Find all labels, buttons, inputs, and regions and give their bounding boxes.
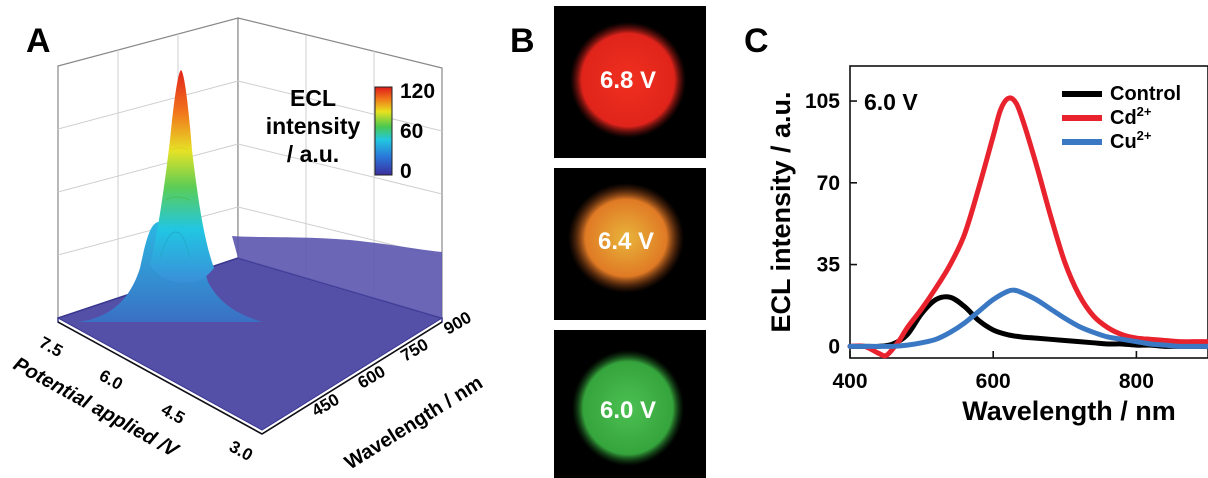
panel-a: A ECL int: [10, 17, 487, 474]
y-tick-label: 105: [805, 90, 840, 113]
x-tick-label: 400: [832, 370, 867, 393]
emission-peak: [78, 70, 262, 322]
svg-text:intensity: intensity: [266, 113, 361, 139]
x-tick-label: 600: [976, 370, 1011, 393]
y-tick-label: 35: [817, 254, 841, 277]
panel-c-letter: C: [744, 22, 769, 60]
y-axis-label: ECL intensity / a.u.: [766, 91, 796, 332]
colorbar: ECL intensity / a.u. 120 60 0: [266, 80, 435, 183]
legend-label: Control: [1110, 83, 1181, 105]
colorbar-tick: 0: [400, 160, 412, 183]
ecl-image-label: 6.0 V: [600, 397, 656, 424]
colorbar-tick: 60: [400, 120, 423, 143]
axis-ticks: 400 600 800 0 35 70 105 Wavelength / nm ECL inte…: [766, 90, 1176, 426]
y-tick-label: 0: [828, 335, 840, 358]
plot-annotation: 6.0 V: [864, 89, 918, 115]
legend-label: Cu2+: [1110, 128, 1152, 153]
x-tick: 6.0: [96, 366, 126, 394]
x-tick-label: 800: [1119, 370, 1154, 393]
noise-ridge: [232, 236, 442, 318]
ecl-image-2: 6.4 V: [554, 168, 706, 320]
colorbar-scale: [374, 86, 393, 176]
series-line-1: [847, 95, 1208, 359]
x-tick: 7.5: [36, 333, 66, 361]
legend-label: Cd2+: [1110, 104, 1152, 129]
y-tick-label: 70: [817, 172, 840, 195]
svg-text:ECL: ECL: [290, 85, 336, 111]
panel-c: C 6.0 V 400 600 800 0 35 70 105 Wavelength / nm…: [744, 22, 1208, 426]
colorbar-tick: 120: [400, 80, 435, 103]
ecl-image-label: 6.4 V: [598, 228, 654, 255]
x-axis-label: Wavelength / nm: [962, 396, 1176, 426]
plot-frame: [849, 65, 1208, 359]
ecl-image-label: 6.8 V: [600, 67, 656, 94]
panel-b-letter: B: [510, 22, 535, 60]
ecl-image-1: 6.8 V: [554, 6, 706, 158]
svg-text:/ a.u.: / a.u.: [287, 141, 339, 167]
spectrum-lines: [847, 95, 1208, 359]
y-tick: 900: [441, 308, 475, 339]
x-tick: 4.5: [158, 400, 188, 428]
x-tick: 3.0: [226, 437, 256, 465]
ecl-image-3: 6.0 V: [554, 330, 706, 478]
series-line-2: [847, 287, 1208, 349]
panel-a-letter: A: [26, 22, 51, 60]
panel-b: B 6.8 V 6.4 V 6.0 V: [510, 6, 706, 478]
